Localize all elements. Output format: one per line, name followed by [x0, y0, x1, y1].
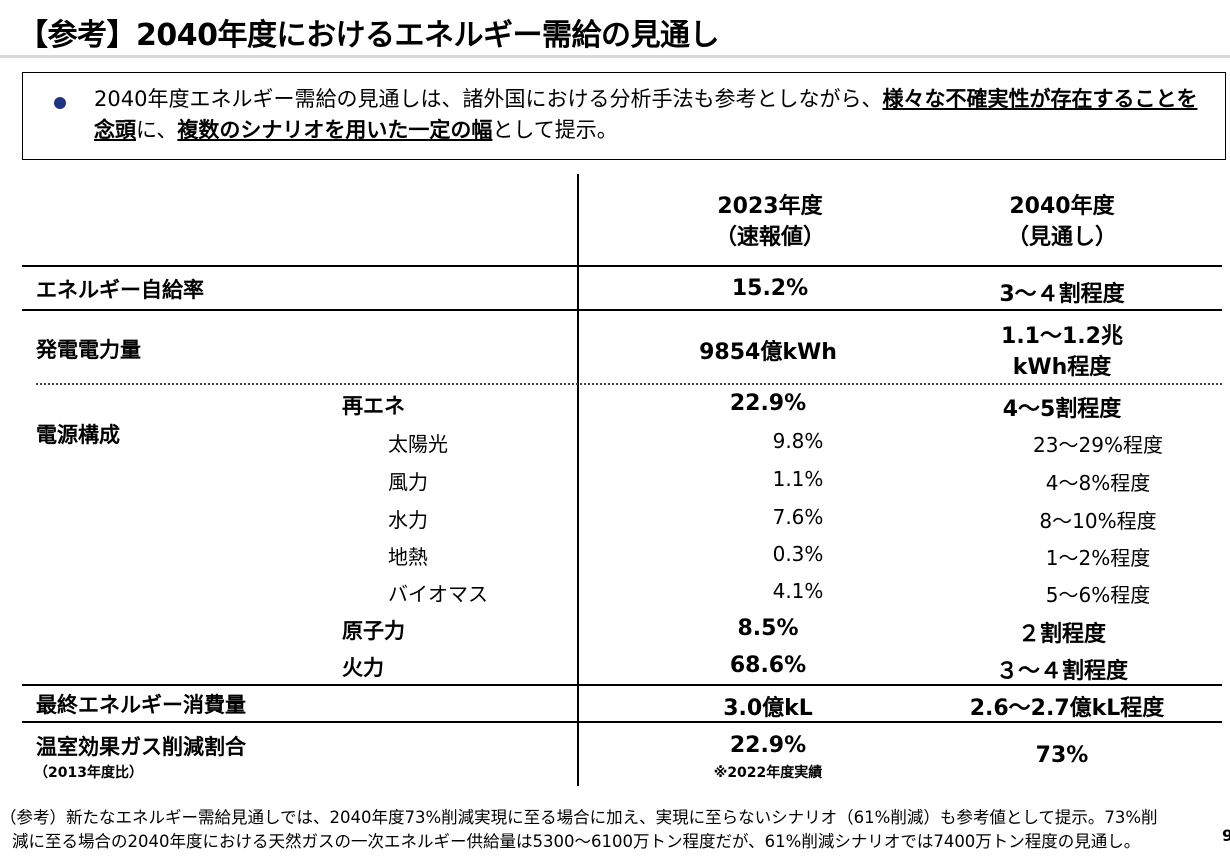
row-label-final-consumption: 最終エネルギー消費量 [36, 693, 246, 717]
value-2040-biomass: 5～6%程度 [1045, 583, 1151, 607]
value-2040-renewables: 4～5割程度 [1002, 397, 1122, 422]
row-label-wind: 風力 [388, 470, 428, 494]
value-2023-nuclear: 8.5% [737, 616, 799, 641]
value-2023-solar: 9.8% [772, 429, 824, 453]
row-label-biomass: バイオマス [388, 582, 488, 606]
header-rule [22, 265, 1222, 267]
row-label-geothermal: 地熱 [388, 545, 428, 569]
column-header-2040: 2040年度 （見通し） [982, 191, 1142, 253]
column-header-2040-year: 2040年度 [1009, 194, 1115, 219]
row-label-self-sufficiency: エネルギー自給率 [36, 278, 204, 302]
footnote-line1: （参考）新たなエネルギー需給見通しでは、2040年度73%削減実現に至る場合に加… [0, 808, 1158, 827]
note-emphasis-scenarios: 複数のシナリオを用いた一定の幅 [177, 118, 493, 142]
value-2023-biomass: 4.1% [772, 579, 824, 603]
row-label-generation: 発電電力量 [36, 338, 141, 362]
value-2040-geothermal: 1～2%程度 [1045, 546, 1151, 570]
value-2023-generation: 9854億kWh [699, 340, 837, 365]
value-2023-self-sufficiency: 15.2% [731, 276, 809, 301]
dotted-rule-generation [36, 383, 1222, 385]
column-header-2023: 2023年度 （速報値） [690, 191, 850, 253]
row-rule-power-mix [22, 684, 1222, 686]
row-rule-final-consumption [22, 721, 1222, 723]
value-2023-hydro: 7.6% [772, 505, 824, 529]
value-2040-self-sufficiency: 3～４割程度 [999, 282, 1125, 307]
value-2040-nuclear: ２割程度 [1017, 622, 1106, 647]
value-2040-thermal: ３～４割程度 [995, 659, 1128, 684]
summary-note-text: 2040年度エネルギー需給の見通しは、諸外国における分析手法も参考としながら、様… [94, 84, 1214, 146]
row-rule-self-sufficiency [22, 309, 1222, 311]
page-number: 9 [1222, 826, 1230, 845]
column-header-2023-sub: （速報値） [714, 225, 825, 250]
value-2040-solar: 23～29%程度 [1033, 433, 1163, 457]
value-2023-renewables: 22.9% [729, 391, 807, 416]
value-2023-wind: 1.1% [772, 467, 824, 491]
row-label-renewables: 再エネ [342, 394, 405, 418]
column-header-2023-year: 2023年度 [717, 194, 823, 219]
row-label-power-mix: 電源構成 [36, 423, 120, 447]
row-label-ghg: 温室効果ガス削減割合 [36, 735, 246, 759]
row-label-hydro: 水力 [388, 508, 428, 532]
note-text-part2: に、 [136, 118, 178, 142]
column-header-2040-sub: （見通し） [1006, 225, 1117, 250]
value-2023-ghg-note: ※2022年度実績 [713, 765, 823, 781]
summary-note-box [22, 72, 1226, 160]
value-2040-final-consumption: 2.6～2.7億kL程度 [969, 696, 1165, 721]
row-label-solar: 太陽光 [388, 432, 448, 456]
value-2040-ghg: 73% [1035, 743, 1089, 768]
value-2040-generation-line1: 1.1～1.2兆 [1001, 324, 1123, 349]
footnote-line2: 減に至る場合の2040年度における天然ガスの一次エネルギー供給量は5300～61… [12, 832, 1141, 851]
row-sublabel-ghg: （2013年度比） [34, 765, 143, 781]
note-text-part1: 2040年度エネルギー需給の見通しは、諸外国における分析手法も参考としながら、 [94, 87, 883, 111]
bullet-icon [54, 97, 66, 109]
column-divider [577, 174, 579, 786]
note-text-part3: として提示。 [492, 118, 618, 142]
row-label-nuclear: 原子力 [342, 619, 405, 643]
value-2040-generation-line2: kWh程度 [1012, 355, 1112, 380]
value-2040-wind: 4～8%程度 [1045, 471, 1151, 495]
value-2023-final-consumption: 3.0億kL [723, 696, 813, 721]
value-2040-hydro: 8～10%程度 [1039, 509, 1157, 533]
page-title: 【参考】2040年度におけるエネルギー需給の見通し [18, 18, 720, 53]
value-2023-geothermal: 0.3% [772, 542, 824, 566]
value-2023-thermal: 68.6% [729, 653, 807, 678]
row-label-thermal: 火力 [342, 656, 384, 680]
value-2023-ghg: 22.9% [729, 733, 807, 758]
title-divider [0, 55, 1230, 58]
note-emphasis-uncertainty: 様々な不確実性が存在することを念頭 [94, 87, 1198, 142]
